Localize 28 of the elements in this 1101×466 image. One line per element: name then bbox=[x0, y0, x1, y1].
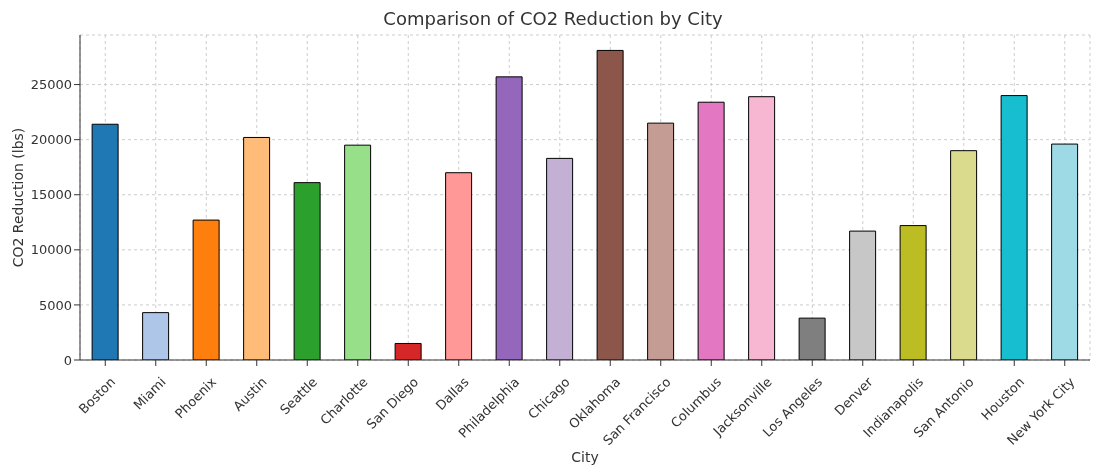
bar bbox=[91, 123, 119, 360]
bar bbox=[1000, 95, 1028, 360]
bar bbox=[293, 182, 321, 360]
bar bbox=[344, 144, 372, 360]
bar bbox=[243, 136, 271, 360]
bar bbox=[697, 101, 725, 360]
bar bbox=[394, 342, 422, 360]
bar bbox=[142, 312, 170, 360]
bar bbox=[192, 219, 220, 360]
bar bbox=[596, 49, 624, 360]
chart-title: Comparison of CO2 Reduction by City bbox=[382, 8, 724, 30]
y-tick-label: 5000 bbox=[38, 297, 72, 313]
bar bbox=[445, 172, 473, 360]
y-axis-title: CO2 Reduction (lbs) bbox=[9, 127, 26, 268]
x-axis-title: City bbox=[571, 449, 599, 465]
y-tick-label: 15000 bbox=[30, 187, 72, 203]
bar bbox=[546, 157, 574, 360]
bar bbox=[647, 122, 675, 360]
y-tick-label: 10000 bbox=[30, 242, 72, 258]
bar bbox=[899, 225, 927, 360]
bar bbox=[748, 96, 776, 360]
bar bbox=[950, 150, 978, 360]
bar bbox=[798, 317, 826, 360]
bar bbox=[1051, 143, 1079, 360]
bar bbox=[495, 76, 523, 360]
y-tick-label: 0 bbox=[63, 352, 72, 368]
y-tick-label: 25000 bbox=[30, 77, 72, 93]
y-tick-label: 20000 bbox=[30, 132, 72, 148]
